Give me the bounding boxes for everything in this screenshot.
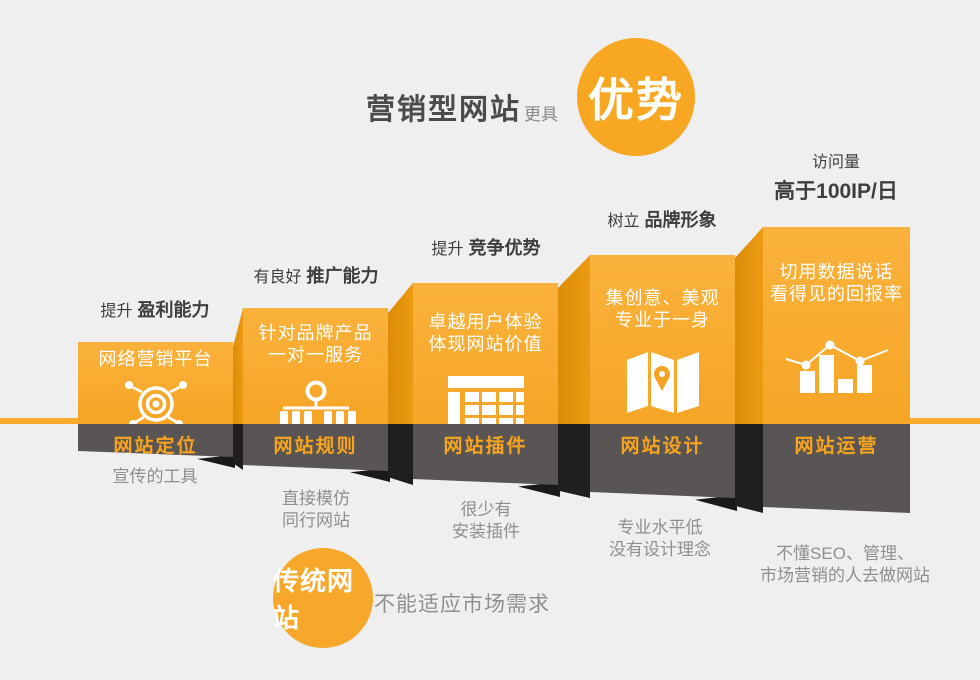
pillar4-panel-text: 集创意、美观 专业于一身 — [605, 288, 720, 330]
pillar3-band: 网站插件 — [413, 424, 558, 485]
page-title: 营销型网站 — [366, 94, 522, 126]
pillar5-band-label: 网站运营 — [794, 436, 879, 457]
pillar4-caption-bold: 品牌形象 — [644, 210, 717, 230]
pillar2-side-fold — [233, 308, 243, 424]
pillar1-band: 网站定位 — [78, 424, 233, 457]
pillar1-caption: 提升 盈利能力 — [45, 296, 265, 322]
pillar3-side-fold-shadow — [388, 424, 413, 485]
pillar4-side-fold — [558, 255, 590, 424]
map-icon — [617, 347, 709, 413]
pillar4-band-label: 网站设计 — [620, 436, 705, 457]
pillar3-caption-bold: 竞争优势 — [468, 238, 541, 258]
pillar1-caption-bold: 盈利能力 — [137, 300, 210, 320]
pillar2-band-label: 网站规则 — [273, 436, 358, 457]
pillar2-panel: 针对品牌产品 一对一服务 — [243, 308, 388, 438]
pillar2-note: 直接模仿 同行网站 — [282, 489, 350, 530]
pillar5-caption: 访问量高于100IP/日 — [726, 148, 946, 205]
chart-icon — [782, 331, 892, 395]
pillar3-side-fold — [388, 283, 413, 424]
pillar1-note: 宣传的工具 — [112, 467, 198, 486]
traditional-caption: 不能适应市场需求 — [374, 593, 550, 616]
pillar2-caption-prefix: 有良好 — [253, 269, 302, 286]
pillar2-band: 网站规则 — [243, 424, 388, 471]
pillar4-band: 网站设计 — [590, 424, 735, 498]
pillar2-panel-text: 针对品牌产品 一对一服务 — [258, 323, 373, 365]
pillar5-panel: 切用数据说话 看得见的回报率 — [763, 227, 910, 458]
pillar3-caption: 提升 竞争优势 — [376, 234, 596, 260]
pillar3-caption-prefix: 提升 — [431, 241, 464, 258]
pillar1-panel-text: 网络营销平台 — [98, 349, 213, 369]
pillar2-caption: 有良好 推广能力 — [206, 262, 426, 288]
page-title-suffix: 更具 — [524, 105, 558, 124]
pillar5-band: 网站运营 — [763, 424, 910, 513]
pillar5-panel-text: 切用数据说话 看得见的回报率 — [770, 262, 903, 304]
pillar3-band-label: 网站插件 — [443, 436, 528, 457]
pillar2-caption-bold: 推广能力 — [306, 266, 379, 286]
pillar4-panel: 集创意、美观 专业于一身 — [590, 255, 735, 456]
pillar4-caption-prefix: 树立 — [607, 213, 640, 230]
pillar4-caption: 树立 品牌形象 — [552, 206, 772, 232]
pillar4-side-fold-shadow — [558, 424, 590, 498]
pillar1-caption-prefix: 提升 — [100, 303, 133, 320]
pillar4-note: 专业水平低 没有设计理念 — [609, 518, 711, 559]
advantage-badge: 优势 — [577, 38, 695, 156]
pillar5-caption-bold: 高于100IP/日 — [774, 180, 898, 203]
pillar2-side-fold-shadow — [233, 424, 243, 470]
pillar1-panel: 网络营销平台 — [78, 342, 233, 430]
pillar3-note: 很少有 安装插件 — [452, 500, 520, 541]
pillar3-panel: 卓越用户体验 体现网站价值 — [413, 283, 558, 452]
pillar5-side-fold-shadow — [735, 424, 763, 513]
target-icon — [117, 379, 195, 429]
pillar5-caption-prefix: 访问量 — [811, 154, 860, 171]
pillar3-panel-text: 卓越用户体验 体现网站价值 — [428, 312, 543, 354]
traditional-badge: 传统网站 — [273, 548, 373, 648]
table-icon — [441, 375, 531, 429]
pillar5-note: 不懂SEO、管理、 市场营销的人去做网站 — [760, 544, 930, 585]
pillar1-band-label: 网站定位 — [113, 436, 198, 457]
pillar5-side-fold — [735, 227, 763, 424]
